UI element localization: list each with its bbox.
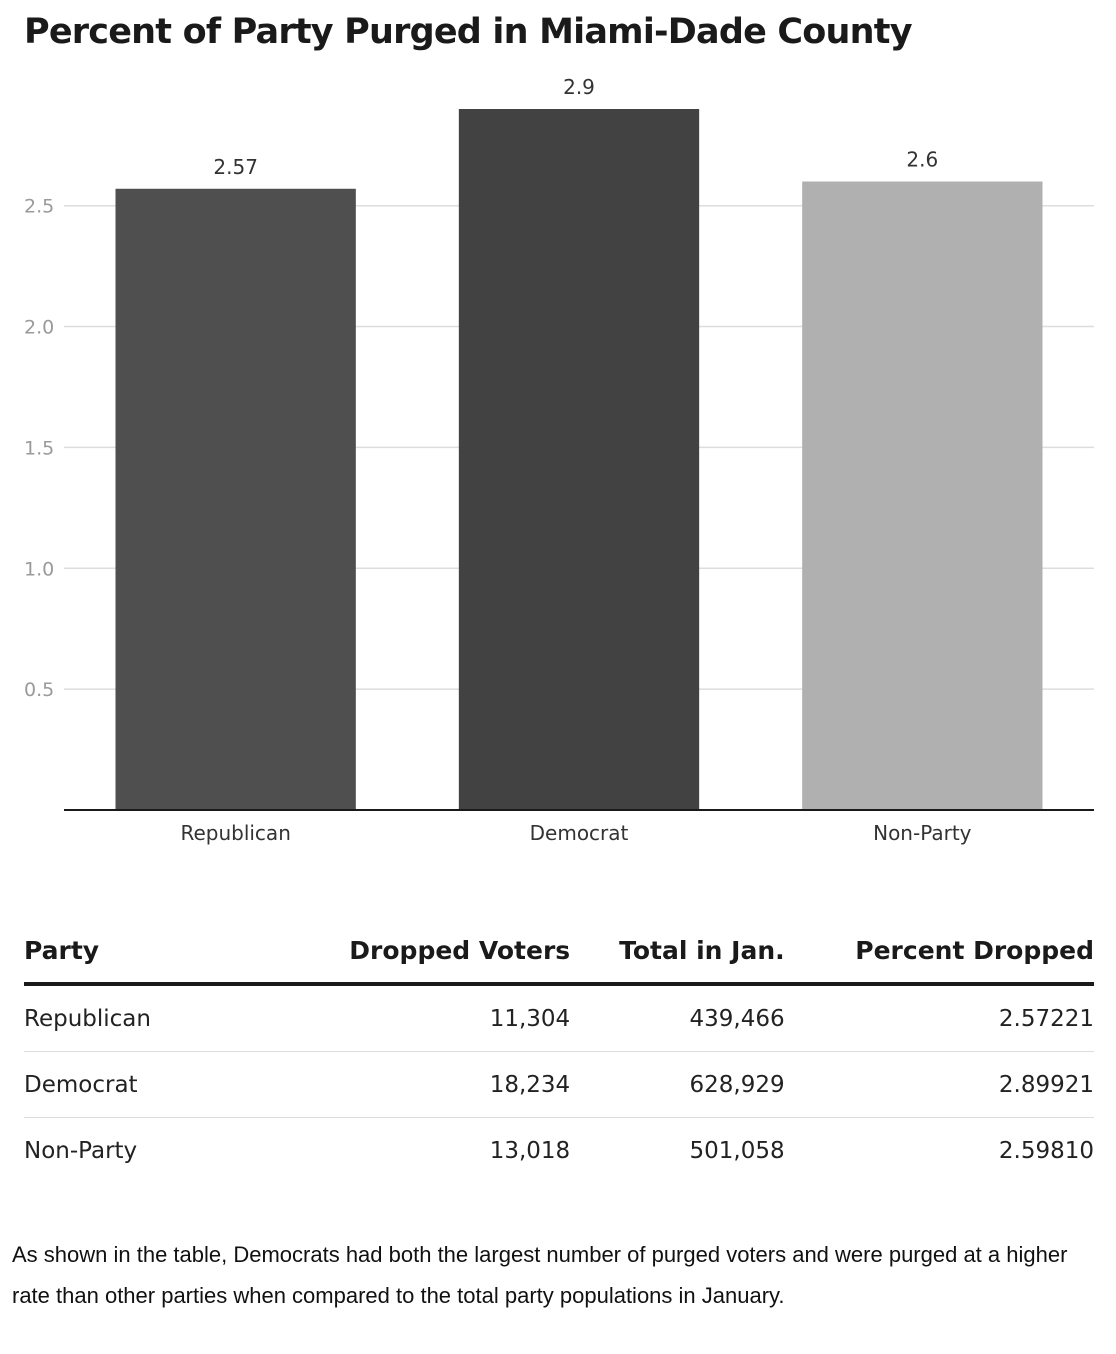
table-header-party: Party xyxy=(24,918,284,986)
data-label: 2.57 xyxy=(213,155,258,179)
x-axis-tick-labels: Republican Democrat Non-Party xyxy=(180,821,971,845)
bar-chart: 0.5 1.0 1.5 2.0 2.5 2.57 2.9 2.6 Republican Dem… xyxy=(24,75,1094,845)
table-row: Non-Party 13,018 501,058 2.59810 xyxy=(24,1118,1094,1184)
data-labels: 2.57 2.9 2.6 xyxy=(213,75,938,179)
table-cell-party: Republican xyxy=(24,984,284,1052)
table-cell-total-in-jan: 628,929 xyxy=(570,1051,785,1118)
x-tick-label: Non-Party xyxy=(873,821,972,845)
data-label: 2.9 xyxy=(563,75,595,99)
table-cell-percent-dropped: 2.59810 xyxy=(998,1137,1094,1164)
data-table: Party Dropped Voters Total in Jan. Perce… xyxy=(24,918,1094,1183)
x-tick-label: Democrat xyxy=(530,821,629,845)
table-cell-dropped-voters: 11,304 xyxy=(284,984,571,1052)
table-cell-percent-dropped: 2.89921 xyxy=(784,1051,1094,1118)
table-cell-dropped-voters: 13,018 xyxy=(489,1137,571,1164)
table-header-percent-dropped: Percent Dropped xyxy=(784,918,1094,986)
y-tick-label: 0.5 xyxy=(24,679,54,701)
table-cell-dropped-voters: 18,234 xyxy=(284,1051,571,1118)
table-header-row: Party Dropped Voters Total in Jan. Perce… xyxy=(24,918,1094,986)
bar xyxy=(115,188,356,810)
table-header-dropped-voters: Dropped Voters xyxy=(284,918,571,986)
table-row: Republican 11,304 439,466 2.57221 xyxy=(24,984,1094,1052)
bar xyxy=(458,109,700,810)
table-cell-party: Democrat xyxy=(24,1051,284,1118)
y-tick-label: 2.5 xyxy=(24,196,54,218)
table-header-total-in-jan: Total in Jan. xyxy=(570,918,785,986)
table-cell-total-in-jan: 501,058 xyxy=(689,1137,785,1164)
table-cell-party: Non-Party xyxy=(24,1137,138,1164)
y-tick-label: 2.0 xyxy=(24,317,54,339)
y-tick-label: 1.5 xyxy=(24,437,54,459)
x-tick-label: Republican xyxy=(180,821,290,845)
table-row: Democrat 18,234 628,929 2.89921 xyxy=(24,1051,1094,1118)
y-axis-tick-labels: 0.5 1.0 1.5 2.0 2.5 xyxy=(24,196,54,701)
table-cell-total-in-jan: 439,466 xyxy=(570,984,785,1052)
summary-paragraph: As shown in the table, Democrats had bot… xyxy=(12,1242,1068,1308)
bar xyxy=(802,181,1043,811)
table-cell-percent-dropped: 2.57221 xyxy=(784,984,1094,1052)
data-label: 2.6 xyxy=(906,148,938,172)
y-tick-label: 1.0 xyxy=(24,558,54,580)
bars xyxy=(115,109,1043,811)
chart-title: Percent of Party Purged in Miami-Dade Co… xyxy=(24,12,913,52)
